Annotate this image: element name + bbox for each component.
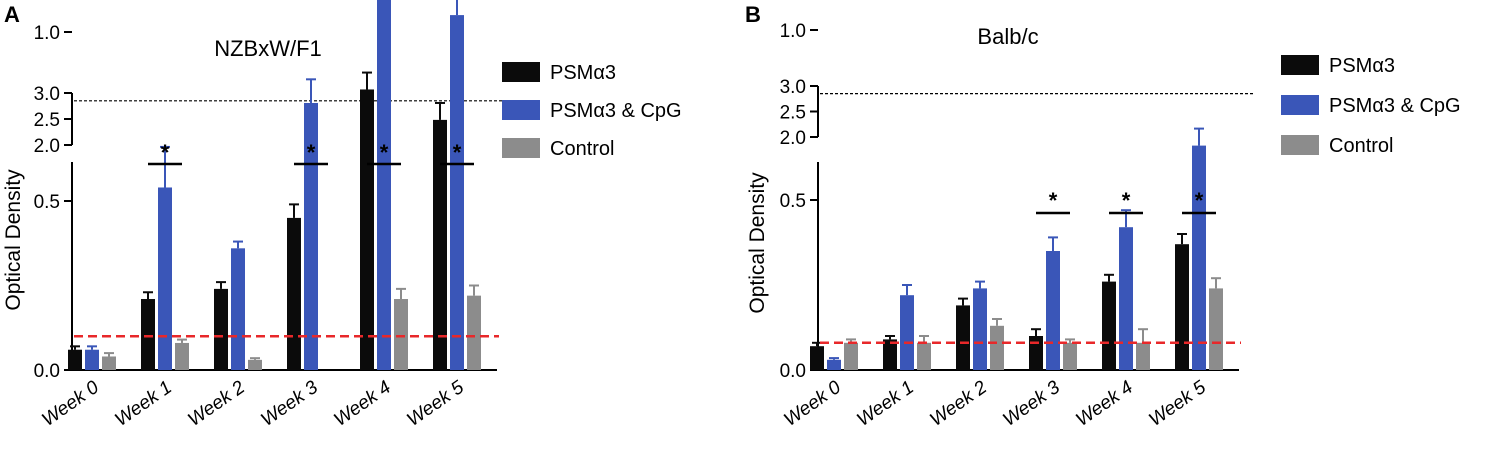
x-tick-label: Week 0 <box>780 377 845 431</box>
bar <box>158 187 172 370</box>
y-tick-label: 0.5 <box>780 191 806 212</box>
bar <box>85 349 99 370</box>
y-axis-label: Optical Density <box>2 169 25 311</box>
x-tick-label: Week 4 <box>1072 377 1137 431</box>
bar <box>1209 288 1223 370</box>
legend: PSMα3 PSMα3 & CpG Control <box>1281 55 1461 157</box>
bar <box>304 102 318 370</box>
legend-swatch <box>502 100 540 120</box>
bar <box>175 342 189 370</box>
legend-label: PSMα3 <box>1329 55 1395 77</box>
bar <box>450 15 464 370</box>
significance-markers: * * * <box>1036 188 1216 215</box>
bar <box>1063 342 1077 370</box>
y-axis-label: Optical Density <box>746 172 769 314</box>
x-tick-label: Week 2 <box>184 377 249 431</box>
bar <box>883 339 897 370</box>
panel-a: A NZBxW/F1 Optical Density 0.0 0.5 1.0 2.0 2… <box>2 0 682 431</box>
chart-title: Balb/c <box>977 24 1038 49</box>
y-tick-label: 3.0 <box>780 77 806 98</box>
significance-star: * <box>307 140 316 165</box>
x-tick-label: Week 2 <box>926 377 991 431</box>
significance-star: * <box>1049 188 1058 213</box>
legend-swatch <box>502 138 540 158</box>
legend-swatch <box>502 62 540 82</box>
bar <box>377 0 391 370</box>
y-tick-label: 2.0 <box>780 128 806 149</box>
y-tick-label: 0.0 <box>34 361 60 382</box>
bar <box>990 325 1004 370</box>
bar <box>844 342 858 370</box>
legend-label: PSMα3 & CpG <box>550 100 682 122</box>
legend-label: PSMα3 & CpG <box>1329 95 1461 117</box>
legend-label: Control <box>550 138 614 160</box>
bar <box>360 89 374 371</box>
significance-star: * <box>1122 188 1131 213</box>
y-tick-label: 2.0 <box>34 136 60 157</box>
legend: PSMα3 PSMα3 & CpG Control <box>502 62 682 160</box>
x-tick-labels: Week 0 Week 1 Week 2 Week 3 Week 4 Week 5 <box>38 377 468 431</box>
bar <box>248 359 262 370</box>
panel-letter: A <box>4 2 20 27</box>
bar <box>214 288 228 370</box>
x-tick-label: Week 0 <box>38 377 103 431</box>
chart-title: NZBxW/F1 <box>214 36 322 61</box>
bar <box>827 359 841 370</box>
x-tick-label: Week 1 <box>853 377 918 431</box>
y-tick-label: 0.0 <box>780 361 806 382</box>
y-tick-label: 1.0 <box>780 21 806 42</box>
legend-label: Control <box>1329 135 1393 157</box>
bar <box>956 305 970 370</box>
bar <box>1119 227 1133 370</box>
y-tick-label: 3.0 <box>34 84 60 105</box>
bar <box>433 119 447 370</box>
bar <box>973 288 987 370</box>
bars-group <box>810 127 1241 370</box>
bar <box>102 356 116 370</box>
bar <box>467 295 481 370</box>
significance-star: * <box>161 140 170 165</box>
significance-star: * <box>1195 188 1204 213</box>
significance-star: * <box>380 140 389 165</box>
bar <box>900 295 914 370</box>
legend-swatch <box>1281 135 1319 155</box>
x-tick-label: Week 1 <box>111 377 176 431</box>
bar <box>1136 342 1150 370</box>
y-tick-label: 1.0 <box>34 23 60 44</box>
y-tick-label: 2.5 <box>34 110 60 131</box>
bar <box>810 346 824 370</box>
panel-letter: B <box>745 2 761 27</box>
legend-swatch <box>1281 95 1319 115</box>
x-tick-label: Week 3 <box>999 377 1064 431</box>
panel-b: B Balb/c Optical Density 0.0 0.5 1.0 2.0 2.5… <box>745 2 1461 431</box>
bar <box>1029 336 1043 370</box>
bar <box>287 217 301 370</box>
x-tick-labels: Week 0 Week 1 Week 2 Week 3 Week 4 Week 5 <box>780 377 1210 431</box>
x-tick-label: Week 4 <box>330 377 395 431</box>
x-tick-label: Week 3 <box>257 377 322 431</box>
x-tick-label: Week 5 <box>403 377 468 431</box>
y-tick-label: 2.5 <box>780 103 806 124</box>
bar <box>141 299 155 370</box>
bar <box>1192 145 1206 370</box>
bar <box>231 248 245 370</box>
bars-group <box>68 0 499 371</box>
legend-swatch <box>1281 55 1319 75</box>
significance-star: * <box>453 140 462 165</box>
bar <box>394 299 408 370</box>
significance-markers: * * * * <box>148 140 474 166</box>
legend-label: PSMα3 <box>550 62 616 84</box>
bar <box>1175 244 1189 370</box>
bar <box>917 342 931 370</box>
bar <box>1102 281 1116 370</box>
y-tick-label: 0.5 <box>34 192 60 213</box>
bar <box>68 349 82 370</box>
x-tick-label: Week 5 <box>1145 377 1210 431</box>
bar <box>1046 251 1060 370</box>
